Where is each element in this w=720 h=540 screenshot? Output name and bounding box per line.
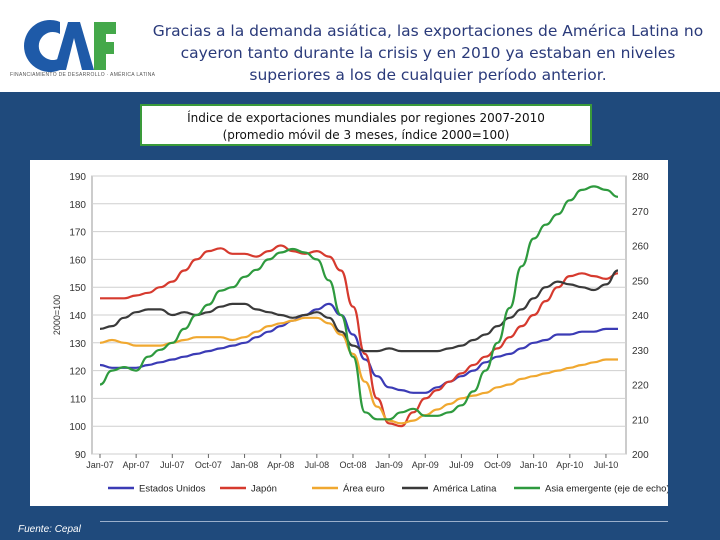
x-tick-label: Oct-08 (339, 460, 366, 470)
legend-label-asia_emergente: Asia emergente (eje de echo) (545, 484, 668, 495)
x-tick-label: Apr-10 (556, 460, 583, 470)
x-tick-label: Jul-07 (160, 460, 185, 470)
series-line-japon (99, 244, 619, 428)
y-axis-label: 2000=100 (52, 295, 62, 335)
x-tick-label: Jan-07 (86, 460, 114, 470)
y2-tick-label: 240 (632, 311, 649, 322)
x-tick-label: Apr-09 (412, 460, 439, 470)
y-tick-label: 150 (69, 283, 86, 294)
logo-subtitle: FINANCIAMIENTO DE DESARROLLO · AMÉRICA L… (10, 72, 156, 78)
header-bar: FINANCIAMIENTO DE DESARROLLO · AMÉRICA L… (0, 0, 720, 92)
logo-a-shape (54, 22, 94, 70)
legend-label-estados_unidos: Estados Unidos (139, 484, 206, 495)
x-tick-label: Apr-08 (267, 460, 294, 470)
y2-tick-label: 250 (632, 276, 649, 287)
y-tick-label: 180 (69, 200, 86, 211)
slide-headline: Gracias a la demanda asiática, las expor… (152, 22, 704, 84)
y2-tick-label: 200 (632, 450, 649, 461)
x-tick-label: Oct-07 (195, 460, 222, 470)
y-tick-label: 170 (69, 228, 86, 239)
y-tick-label: 110 (70, 394, 86, 405)
logo-f-shape (94, 22, 116, 70)
y2-tick-label: 230 (632, 346, 649, 357)
y-tick-label: 100 (69, 422, 86, 433)
legend-label-japon: Japón (251, 484, 277, 495)
x-tick-label: Jul-09 (449, 460, 474, 470)
y-tick-label: 120 (69, 367, 86, 378)
logo-c-shape (24, 20, 60, 73)
source-note: Fuente: Cepal (18, 524, 81, 535)
series-line-asia_emergente (99, 185, 619, 421)
footer-divider (100, 521, 668, 522)
series-line-america_latina (99, 269, 619, 353)
y-tick-label: 160 (69, 255, 86, 266)
chart-title-box: Índice de exportaciones mundiales por re… (140, 104, 592, 146)
legend-label-area_euro: Área euro (343, 484, 385, 495)
x-tick-label: Jul-08 (305, 460, 330, 470)
x-tick-label: Jan-10 (520, 460, 548, 470)
y-tick-label: 190 (69, 172, 86, 183)
y2-tick-label: 280 (632, 172, 649, 183)
series-line-area_euro (99, 316, 618, 425)
y-tick-label: 130 (69, 339, 86, 350)
chart-title-line1: Índice de exportaciones mundiales por re… (187, 111, 545, 125)
chart-title-line2: (promedio móvil de 3 meses, índice 2000=… (222, 128, 510, 142)
chart-panel: 90 100 110 120 130 140 150 160 170 180 190 200 210 22… (30, 160, 668, 506)
y2-tick-label: 220 (632, 381, 649, 392)
y-tick-label: 140 (69, 311, 86, 322)
y2-tick-label: 210 (632, 415, 649, 426)
x-tick-label: Apr-07 (123, 460, 150, 470)
line-chart: 90 100 110 120 130 140 150 160 170 180 190 200 210 22… (52, 172, 668, 495)
x-tick-label: Jul-10 (594, 460, 619, 470)
x-tick-label: Jan-09 (375, 460, 403, 470)
y2-tick-label: 260 (632, 242, 649, 253)
x-tick-label: Jan-08 (231, 460, 259, 470)
y2-tick-label: 270 (632, 207, 649, 218)
caf-logo (24, 20, 116, 73)
y-tick-label: 90 (75, 450, 87, 461)
x-tick-label: Oct-09 (484, 460, 511, 470)
legend-label-america_latina: América Latina (433, 484, 497, 495)
